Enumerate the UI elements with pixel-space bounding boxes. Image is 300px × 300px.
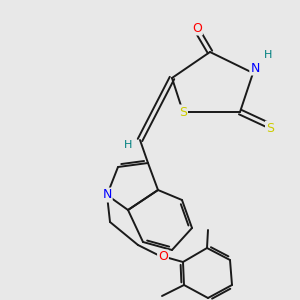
Text: S: S (179, 106, 187, 118)
Text: H: H (264, 50, 272, 60)
Text: N: N (250, 61, 260, 74)
Text: O: O (158, 250, 168, 263)
Text: S: S (266, 122, 274, 134)
Text: O: O (192, 22, 202, 34)
Text: N: N (102, 188, 112, 202)
Text: H: H (124, 140, 132, 150)
